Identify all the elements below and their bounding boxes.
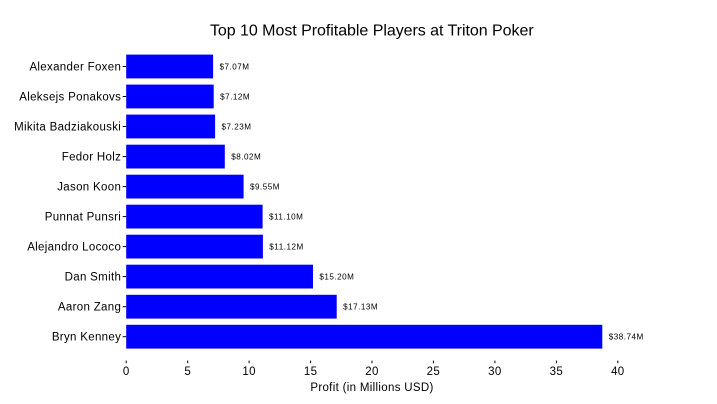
- svg-text:$11.12M: $11.12M: [269, 243, 303, 252]
- svg-text:Aaron Zang: Aaron Zang: [58, 302, 121, 314]
- svg-text:30: 30: [488, 366, 501, 378]
- svg-text:$7.07M: $7.07M: [220, 62, 250, 71]
- svg-text:$38.74M: $38.74M: [609, 333, 644, 342]
- svg-text:Profit (in Millions USD): Profit (in Millions USD): [310, 382, 433, 394]
- svg-text:Alejandro Lococo: Alejandro Lococo: [27, 242, 121, 254]
- svg-text:5: 5: [184, 366, 191, 378]
- svg-text:$8.02M: $8.02M: [231, 153, 261, 162]
- svg-text:Mikita Badziakouski: Mikita Badziakouski: [14, 122, 121, 134]
- svg-text:Aleksejs Ponakovs: Aleksejs Ponakovs: [19, 92, 121, 104]
- svg-text:Bryn Kenney: Bryn Kenney: [52, 332, 121, 344]
- svg-text:$17.13M: $17.13M: [343, 303, 378, 312]
- svg-text:Punnat Punsri: Punnat Punsri: [45, 212, 121, 224]
- svg-text:Alexander Foxen: Alexander Foxen: [29, 62, 121, 74]
- svg-text:20: 20: [365, 366, 378, 378]
- svg-text:25: 25: [427, 366, 440, 378]
- svg-text:40: 40: [611, 366, 624, 378]
- svg-text:$7.12M: $7.12M: [220, 92, 250, 101]
- svg-text:$11.10M: $11.10M: [269, 213, 303, 222]
- svg-text:Dan Smith: Dan Smith: [65, 272, 122, 284]
- svg-text:$7.23M: $7.23M: [222, 122, 252, 131]
- svg-text:Top 10 Most Profitable Players: Top 10 Most Profitable Players at Triton…: [210, 23, 534, 40]
- svg-text:15: 15: [304, 366, 317, 378]
- svg-text:Jason Koon: Jason Koon: [57, 182, 121, 194]
- svg-text:$15.20M: $15.20M: [319, 273, 354, 282]
- svg-text:Fedor Holz: Fedor Holz: [62, 152, 121, 164]
- svg-text:35: 35: [550, 366, 563, 378]
- svg-text:10: 10: [242, 366, 255, 378]
- svg-text:0: 0: [123, 366, 130, 378]
- svg-text:$9.55M: $9.55M: [250, 183, 280, 192]
